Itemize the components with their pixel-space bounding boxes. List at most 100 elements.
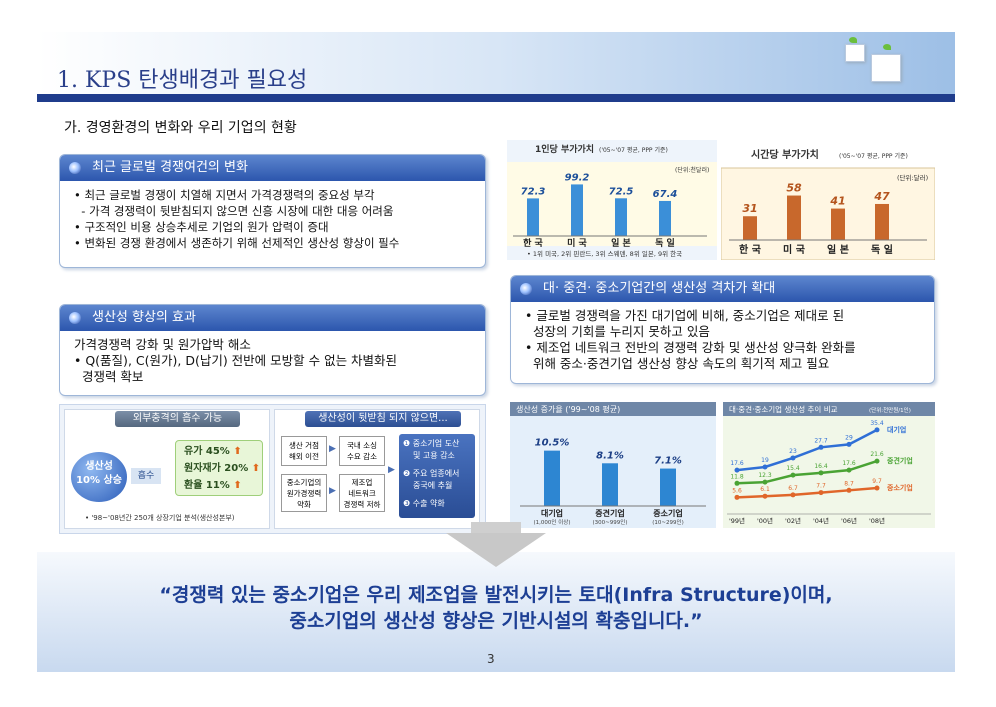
flow-text: 제조업 [351, 478, 373, 487]
data-label: 6.7 [788, 485, 798, 492]
series-label: 대기업 [887, 425, 906, 434]
bar [875, 203, 889, 240]
flow-box: 중소기업의 원가경쟁력 약화 [281, 474, 327, 512]
list-item: • 글로벌 경쟁력을 가진 대기업에 비해, 중소기업은 제대로 된 [525, 308, 845, 323]
data-point [734, 467, 740, 473]
shock-item: 환율 11% ⬆ [184, 477, 262, 494]
chart4-svg: 대·중견·중소기업 생산성 추이 비교 (단위:천만원/1인) 17.6 19 23 27… [723, 402, 935, 528]
chart-subtitle: ('05~'07 평균, PPP 기준) [839, 152, 908, 160]
data-label: 27.7 [814, 437, 828, 444]
data-label: 8.7 [844, 480, 854, 487]
risk-panel: 생산성이 뒷받침 되지 않으면... 생산 거점 해외 이전 국내 소싱 수요 감소… [274, 409, 480, 529]
data-label: 58 [786, 182, 802, 195]
shock-note: • '98~'08년간 250개 상장기업 분석(생산성본부) [85, 514, 235, 522]
bar [831, 208, 845, 240]
bullet-orb-icon [69, 312, 81, 324]
shock-item: 유가 45% ⬆ [184, 443, 262, 460]
quote-line-2: 중소기업의 생산성 향상은 기반시설의 확충입니다.” [289, 610, 703, 632]
cube-decoration-icon [845, 44, 865, 62]
list-item: • 구조적인 비용 상승추세로 기업의 원가 압력이 증대 [74, 220, 329, 234]
title-bar [723, 402, 935, 416]
data-label: 15.4 [786, 465, 800, 472]
productivity-gap-body: • 글로벌 경쟁력을 가진 대기업에 비해, 중소기업은 제대로 된 성장의 기… [525, 308, 924, 372]
data-point [874, 458, 880, 464]
chart-unit: (단위:천달러) [675, 166, 709, 174]
chart-title: 시간당 부가가치 [751, 148, 819, 161]
page-title: 1. KPS 탄생배경과 필요성 [57, 68, 308, 93]
productivity-effect-body: 가격경쟁력 강화 및 원가압박 해소 • Q(품질), C(원가), D(납기)… [74, 337, 475, 385]
global-competition-box: 최근 글로벌 경쟁여건의 변화 • 최근 글로벌 경쟁이 치열해 지면서 가격경… [59, 154, 486, 268]
chart-background [723, 402, 935, 528]
quote-line-1: “경쟁력 있는 중소기업은 우리 제조업을 발전시키는 토대(Infra Str… [159, 584, 833, 606]
bullet-orb-icon [520, 283, 532, 295]
tick-label: 한 국 [523, 237, 543, 249]
tick-label: 독 일 [655, 237, 675, 249]
data-point [762, 464, 768, 470]
data-point [846, 487, 852, 493]
data-point [790, 455, 796, 461]
data-label: 31 [742, 202, 757, 215]
up-arrow-icon: ⬆ [233, 480, 242, 491]
flow-text: 수요 감소 [347, 452, 377, 461]
header: 1. KPS 탄생배경과 필요성 [37, 32, 955, 102]
data-label: 29 [845, 434, 853, 441]
flow-text: 네트워크 [348, 489, 376, 498]
sprout-icon [883, 44, 891, 50]
flow-arrow-icon: ▶ [329, 444, 336, 454]
data-point [874, 427, 880, 433]
shock-values: 유가 45% ⬆ 원자재가 20% ⬆ 환율 11% ⬆ [175, 440, 263, 496]
tick-label: 대기업 [541, 508, 563, 518]
data-point [790, 492, 796, 498]
absorb-label: 흡수 [137, 471, 155, 481]
data-label: 5.6 [732, 487, 742, 494]
results-box: ❶ 중소기업 도산 및 고용 감소 ❷ 주요 업종에서 중국에 추월 ❸ 수출 … [399, 434, 475, 518]
slide-bottom-gradient [37, 552, 955, 672]
data-label: 7.1% [654, 456, 682, 467]
productivity-gap-heading: 대· 중견· 중소기업간의 생산성 격차가 확대 [511, 276, 934, 302]
result-text: ❷ 주요 업종에서 [403, 469, 460, 478]
list-item: 경쟁력 확보 [74, 369, 144, 384]
bar [527, 198, 539, 236]
flow-text: 해외 이전 [289, 452, 319, 461]
tick-label: '00년 [757, 516, 773, 525]
data-label: 21.6 [870, 451, 884, 458]
bullet-orb-icon [69, 162, 81, 174]
result-text: ❸ 수출 약화 [403, 499, 445, 508]
data-label: 41 [829, 195, 845, 208]
result-text: 및 고용 감소 [413, 451, 455, 460]
sprout-icon [849, 37, 857, 43]
data-label: 19 [761, 457, 769, 464]
data-label: 67.4 [653, 189, 678, 200]
flow-arrow-icon: ▶ [329, 486, 336, 496]
shock-item: 원자재가 20% ⬆ [184, 460, 262, 477]
up-arrow-icon: ⬆ [251, 463, 261, 474]
plot-background [721, 167, 935, 260]
bar [602, 463, 618, 506]
list-item: • Q(품질), C(원가), D(납기) 전반에 모방할 수 없는 차별화된 [74, 353, 398, 368]
tick-label: 독 일 [871, 243, 893, 256]
chart3-svg: 생산성 증가율 ('99~'08 평균) 10.5% 대기업(1,000인 이상) 8… [510, 402, 716, 528]
data-point [874, 485, 880, 491]
list-item: - 가격 경쟁력이 뒷받침되지 않으면 신흥 시장에 대한 대응 어려움 [74, 204, 394, 218]
chart1-svg: 1인당 부가가치 ('05~'07 평균, PPP 기준) (단위:천달러) 72.3… [507, 140, 717, 260]
global-competition-heading: 최근 글로벌 경쟁여건의 변화 [60, 155, 485, 181]
tick-label: '02년 [785, 516, 801, 525]
tick-label: '99년 [729, 516, 745, 525]
chart-title: 1인당 부가가치 [535, 143, 594, 155]
series-label: 중견기업 [887, 456, 913, 465]
data-point [734, 480, 740, 486]
data-label: 16.4 [814, 463, 828, 470]
bar [659, 200, 671, 236]
data-point [846, 467, 852, 473]
list-item: 위해 중소·중견기업 생산성 향상 속도의 획기적 제고 필요 [525, 356, 830, 371]
data-label: 35.4 [870, 420, 884, 427]
data-point [818, 490, 824, 496]
data-label: 12.3 [758, 472, 772, 479]
tick-label: '04년 [813, 516, 829, 525]
list-item: 가격경쟁력 강화 및 원가압박 해소 [74, 337, 251, 352]
flow-box: 국내 소싱 수요 감소 [339, 436, 385, 466]
plot-background [507, 162, 717, 246]
flow-text: 생산 거점 [289, 441, 319, 450]
tick-label: 미 국 [783, 243, 805, 256]
data-label: 23 [789, 448, 797, 455]
